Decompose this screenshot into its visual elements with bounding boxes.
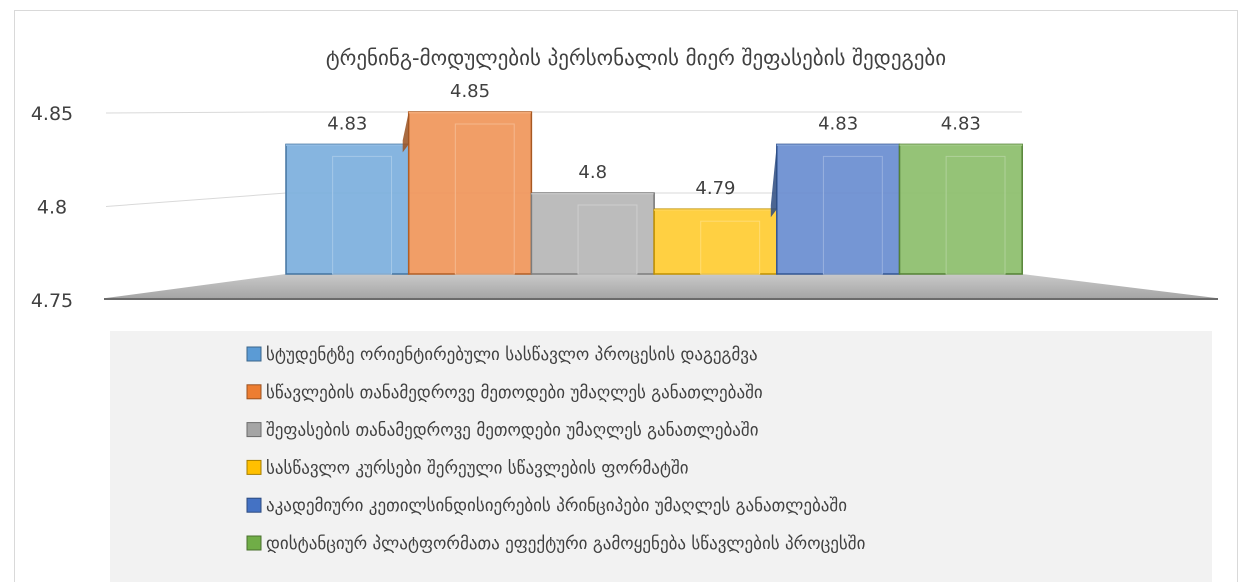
bar-inner-edge: [822, 155, 883, 275]
legend-label: შეფასების თანამედროვე მეთოდები უმაღლეს გ…: [266, 421, 759, 441]
data-label: 4.83: [327, 113, 367, 134]
legend-label: სასწავლო კურსები შერეული სწავლების ფორმა…: [266, 458, 689, 478]
y-tick-label: 4.8: [37, 197, 67, 219]
bar-top: [408, 112, 532, 114]
legend-swatch: [246, 384, 262, 400]
bar: [776, 143, 901, 275]
bar-inner-edge: [332, 155, 393, 275]
legend-swatch: [246, 497, 262, 513]
bar: [653, 208, 778, 275]
bar-inner-edge: [700, 220, 761, 275]
legend-item: სასწავლო კურსები შერეული სწავლების ფორმა…: [246, 458, 689, 478]
legend-item: სტუდენტზე ორიენტირებული სასწავლო პროცესი…: [246, 345, 758, 365]
legend-label: დისტანციურ პლატფორმათა ეფექტური გამოყენე…: [266, 534, 865, 554]
bar-body: [285, 143, 410, 275]
legend-swatch: [246, 535, 262, 551]
legend-item: აკადემიური კეთილსინდისიერების პრინციპები…: [246, 496, 847, 516]
gridline-side: [105, 111, 287, 114]
legend-swatch: [246, 459, 262, 475]
bar: [898, 143, 1023, 275]
y-tick-label: 4.75: [31, 290, 73, 312]
bar-inner-edge: [945, 155, 1006, 275]
chart-area-border: [14, 10, 1238, 582]
legend-swatch: [246, 346, 262, 362]
y-axis-layer: 4.75 4.8 4.85: [31, 103, 73, 312]
bar-top: [776, 144, 900, 146]
bar: [530, 192, 655, 275]
legend-swatch: [246, 422, 262, 438]
bar-body: [898, 143, 1023, 275]
data-label: 4.83: [818, 113, 858, 134]
y-tick-label: 4.85: [31, 103, 73, 125]
legend-item: შეფასების თანამედროვე მეთოდები უმაღლეს გ…: [246, 421, 759, 441]
chart-floor: [106, 274, 1216, 298]
bar-top: [286, 144, 409, 146]
data-labels-layer: 4.83 4.85 4.8 4.79 4.83 4.83: [327, 81, 981, 199]
bar-body: [407, 111, 533, 275]
bar-right-edge: [530, 112, 532, 193]
legend-label: სწავლების თანამედროვე მეთოდები უმაღლეს გ…: [266, 383, 763, 403]
data-label: 4.79: [695, 178, 735, 199]
bar-top: [654, 209, 777, 211]
chart-title: ტრენინგ-მოდულების პერსონალის მიერ შეფასე…: [326, 46, 946, 70]
bar-top: [531, 193, 655, 195]
legend-label: სტუდენტზე ორიენტირებული სასწავლო პროცესი…: [266, 345, 758, 365]
legend-item: დისტანციურ პლატფორმათა ეფექტური გამოყენე…: [246, 534, 865, 554]
bar-body: [530, 192, 655, 275]
bar-right-edge: [653, 193, 655, 210]
bars-layer: [285, 111, 1023, 275]
bar-body: [653, 208, 778, 275]
bar-body: [776, 143, 901, 275]
legend-item: სწავლების თანამედროვე მეთოდები უმაღლეს გ…: [246, 383, 763, 403]
bar-inner-edge: [454, 123, 515, 275]
legend-label: აკადემიური კეთილსინდისიერების პრინციპები…: [266, 496, 847, 516]
bar-top: [899, 144, 1023, 146]
floor-layer: [104, 274, 1218, 300]
bar-left-face: [402, 112, 409, 153]
data-label: 4.83: [941, 113, 981, 134]
bar: [285, 143, 410, 275]
bar-inner-edge: [577, 204, 638, 275]
gridline-side: [105, 192, 287, 207]
legend-background: [110, 331, 1212, 582]
data-label: 4.85: [450, 81, 490, 102]
legend: სტუდენტზე ორიენტირებული სასწავლო პროცესი…: [246, 345, 865, 554]
bar: [407, 111, 533, 275]
data-label: 4.8: [578, 162, 607, 183]
bar-left-face: [770, 144, 777, 218]
